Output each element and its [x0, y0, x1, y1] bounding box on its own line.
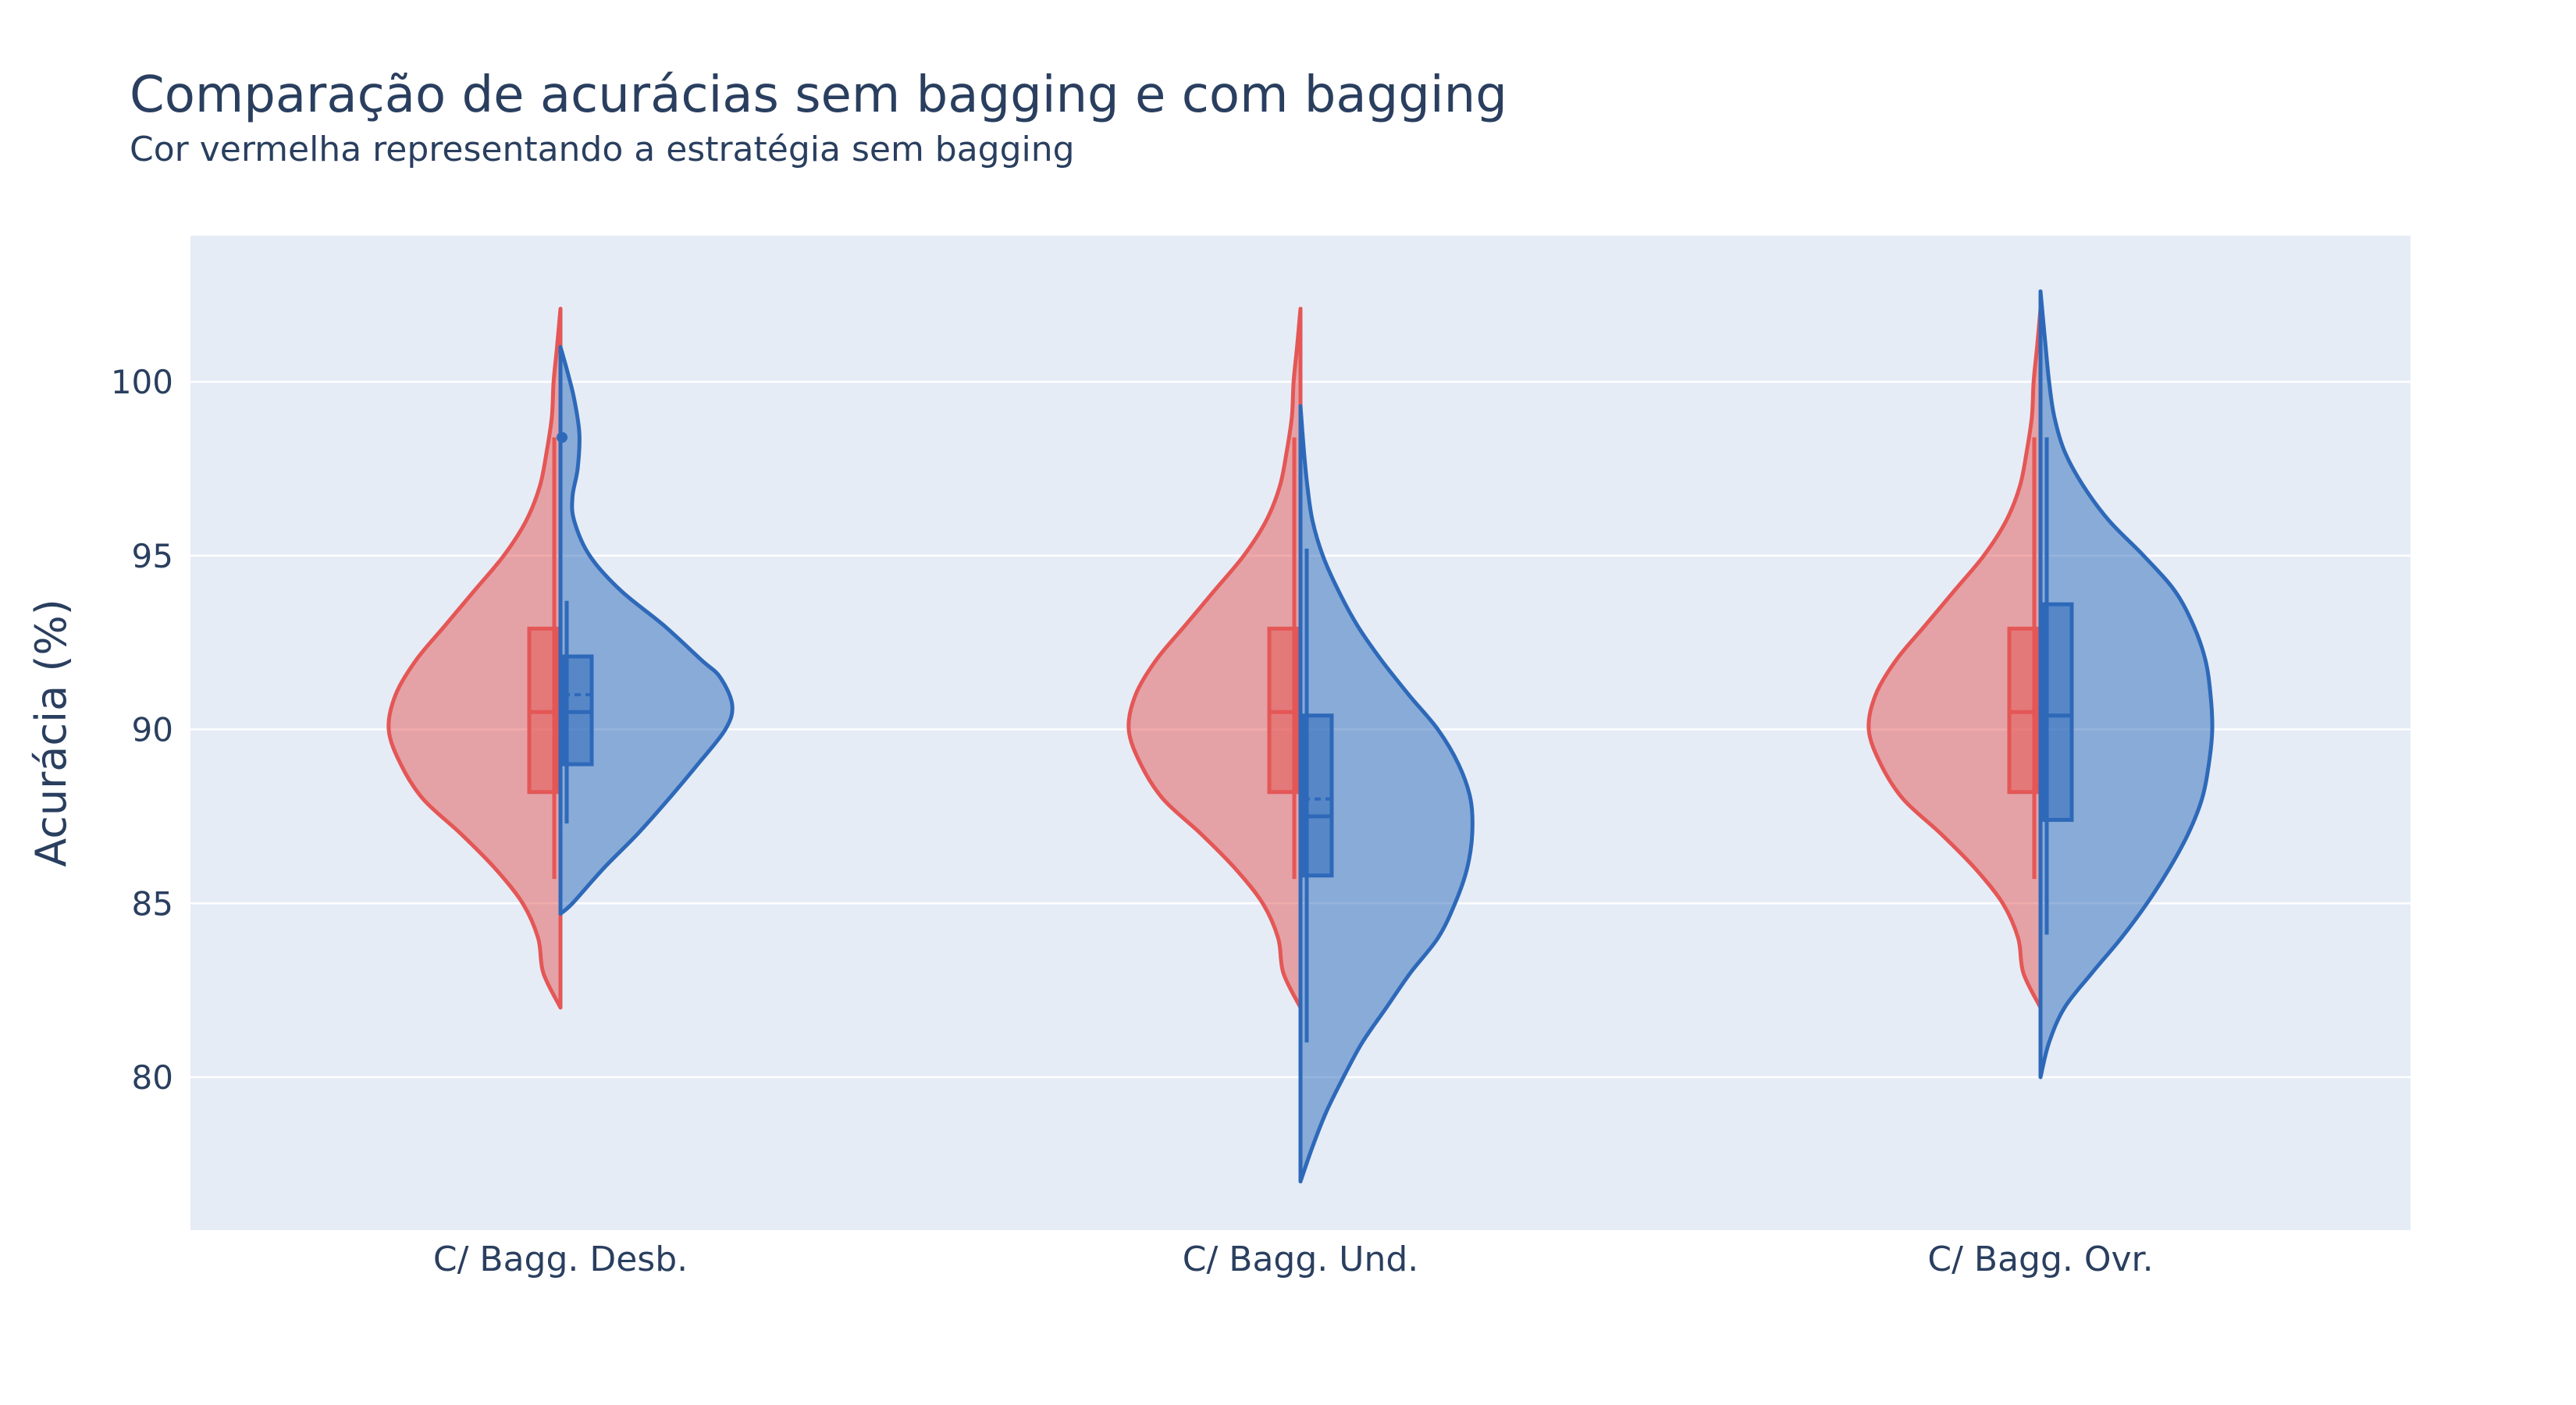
box-com-bagging-3 [2041, 602, 2074, 822]
y-tick-95: 95 [132, 537, 173, 575]
y-axis-label: Acurácia (%) [27, 599, 76, 867]
x-tick-label-2: C/ Bagg. Und. [1183, 1240, 1419, 1279]
x-tick-label-3: C/ Bagg. Ovr. [1927, 1240, 2153, 1279]
violin-com-bagging-2 [1298, 404, 1475, 1184]
y-tick-100: 100 [111, 363, 173, 401]
x-tick-labels: C/ Bagg. Desb. C/ Bagg. Und. C/ Bagg. Ovr. [433, 1240, 2154, 1279]
violin-sem-bagging-2 [1126, 307, 1303, 1010]
chart-subtitle: Cor vermelha representando a estratégia … [130, 130, 1075, 169]
violins [386, 289, 2215, 1184]
violin-com-bagging-3 [2038, 289, 2215, 1080]
chart-title: Comparação de acurácias sem bagging e co… [130, 66, 1507, 124]
violin-sem-bagging-1 [386, 307, 563, 1010]
box-com-bagging-2 [1301, 713, 1334, 878]
y-tick-90: 90 [132, 711, 173, 749]
violin-com-bagging-1 [558, 345, 735, 916]
outlier-com-bagging-1-1 [557, 432, 568, 443]
y-tick-85: 85 [132, 884, 173, 923]
y-tick-80: 80 [132, 1058, 173, 1097]
violin-sem-bagging-3 [1866, 307, 2043, 1010]
y-tick-labels: 80 85 90 95 100 [111, 363, 173, 1097]
x-tick-label-1: C/ Bagg. Desb. [433, 1240, 688, 1279]
